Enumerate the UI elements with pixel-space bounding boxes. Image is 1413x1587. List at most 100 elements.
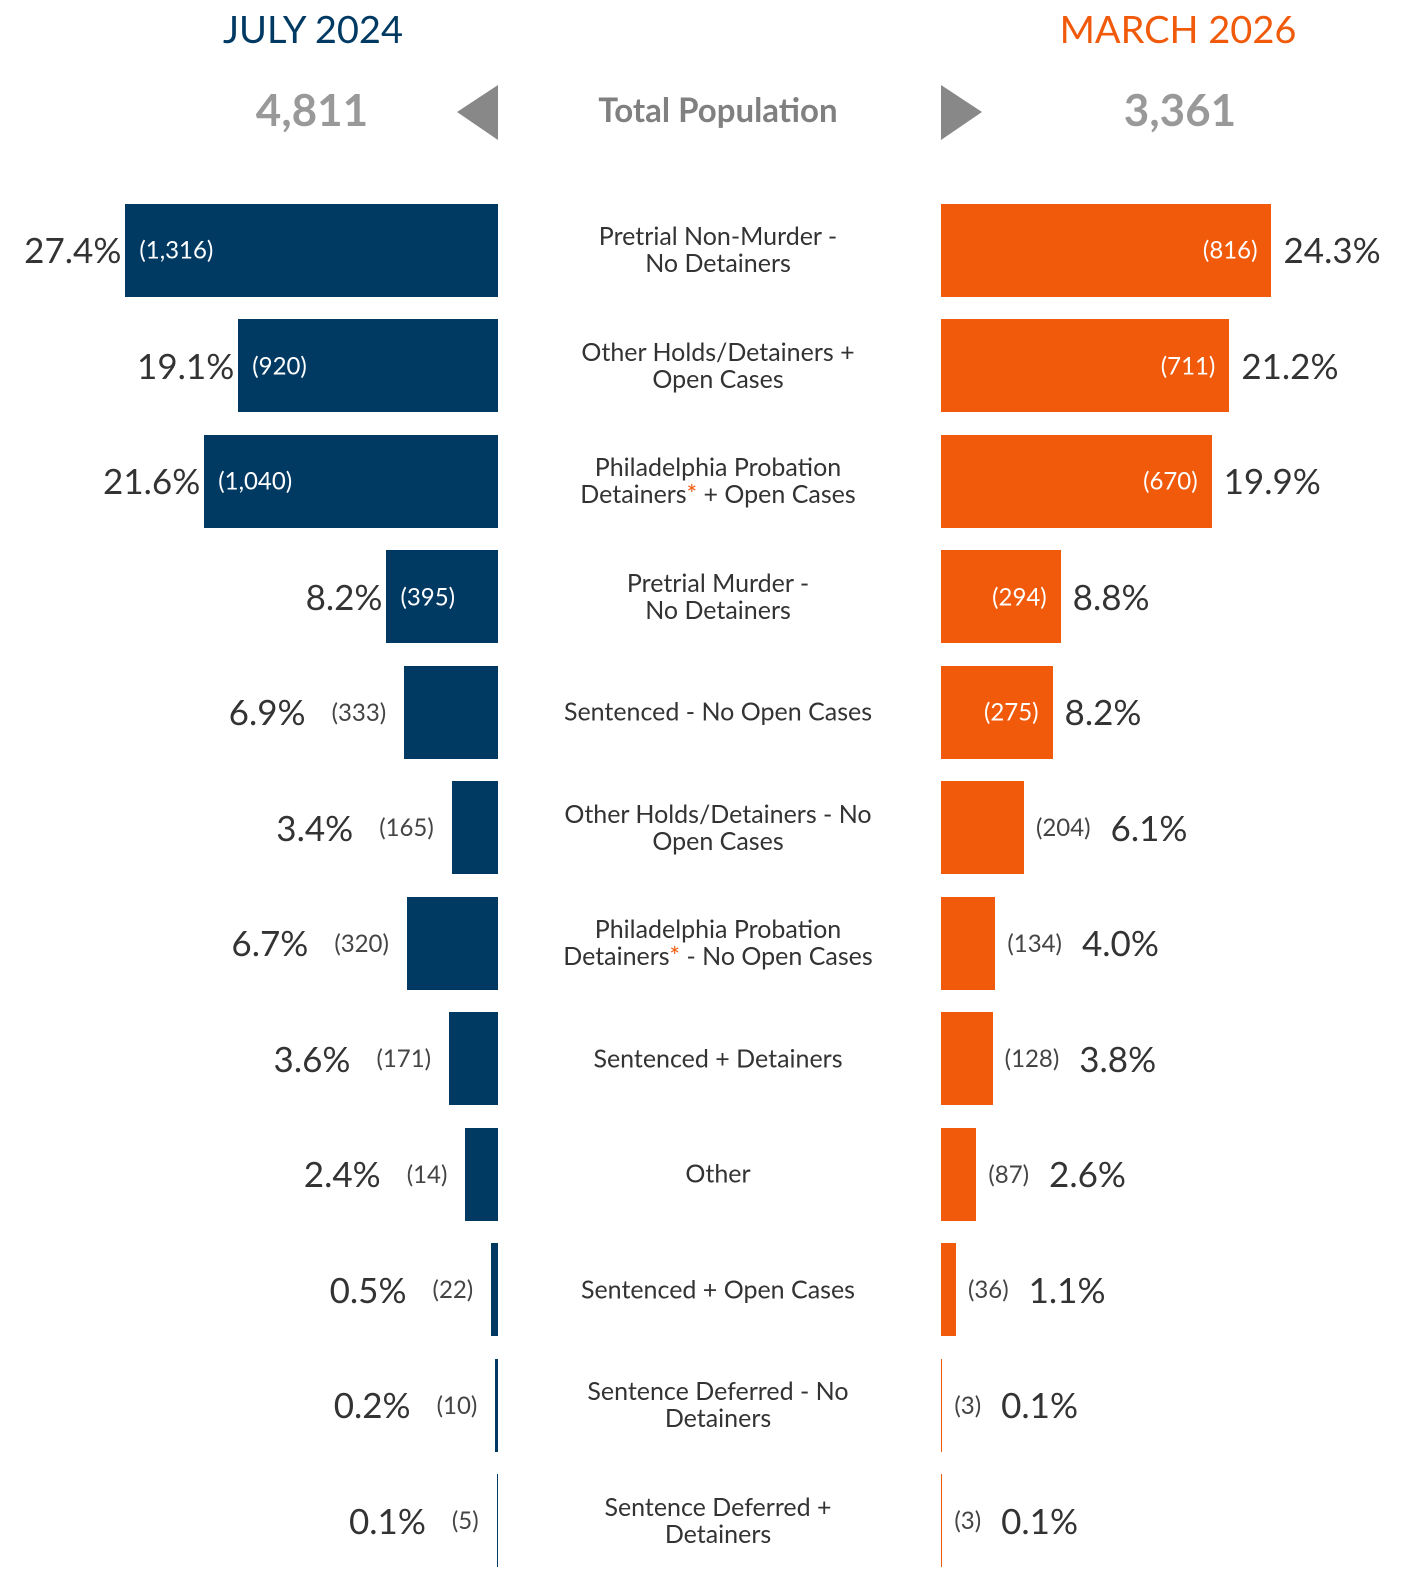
percent-label: 0.1% xyxy=(348,1499,426,1542)
category-label: Philadelphia Probation Detainers* + Open… xyxy=(580,452,856,509)
percent-label: 19.1% xyxy=(137,344,235,387)
percent-label: 0.5% xyxy=(329,1268,407,1311)
category-label: Other Holds/Detainers - No Open Cases xyxy=(564,798,872,856)
left-series-title: JULY 2024 xyxy=(222,6,404,52)
bar xyxy=(465,1127,498,1221)
count-label: (920) xyxy=(252,351,307,380)
label-group: 21.2% xyxy=(1241,345,1338,387)
category-label: Sentence Deferred + Detainers xyxy=(604,1491,832,1549)
bar xyxy=(941,1474,943,1567)
percent-label: 6.7% xyxy=(231,922,309,964)
category-label: Sentence Deferred - No Detainers xyxy=(587,1376,849,1433)
percent-label: 8.8% xyxy=(1072,575,1150,618)
count-label: (711) xyxy=(1160,351,1216,380)
count-label: (36) xyxy=(967,1275,1009,1304)
percent-label: 6.9% xyxy=(228,691,306,733)
percent-label: 6.1% xyxy=(1110,806,1188,849)
bar xyxy=(491,1243,498,1336)
label-group: 3.6% (171) xyxy=(274,1038,432,1080)
category-label: Sentenced + Detainers xyxy=(593,1043,843,1073)
count-label: (22) xyxy=(432,1275,474,1304)
label-group: (3) 0.1% xyxy=(954,1500,1078,1542)
count-label: (333) xyxy=(331,697,387,727)
label-group: 19.1% xyxy=(137,345,234,387)
count-label: (3) xyxy=(954,1390,982,1420)
label-group: (3) 0.1% xyxy=(954,1384,1078,1426)
label-group: 6.9% (333) xyxy=(229,691,387,733)
label-group: 19.9% xyxy=(1224,460,1321,502)
count-label: (165) xyxy=(379,813,434,842)
percent-label: 19.9% xyxy=(1223,460,1321,502)
label-group: 8.2% xyxy=(1065,691,1142,733)
label-group: 0.2% (10) xyxy=(334,1384,478,1426)
label-group: 27.4% xyxy=(24,229,121,271)
right-series-title: MARCH 2026 xyxy=(1059,6,1297,52)
percent-label: 4.0% xyxy=(1081,922,1159,964)
bar xyxy=(941,319,1230,412)
bar xyxy=(404,665,498,759)
center-title: Total Population xyxy=(598,90,838,130)
arrows xyxy=(457,85,982,140)
label-group: (128) 3.8% xyxy=(1005,1038,1157,1080)
count-label: (816) xyxy=(1202,235,1258,265)
bar xyxy=(941,1243,956,1336)
label-group: 24.3% xyxy=(1283,229,1380,271)
percent-label: 0.1% xyxy=(1001,1499,1079,1542)
label-group: 21.6% xyxy=(103,460,200,502)
label-group: (36) 1.1% xyxy=(968,1269,1106,1311)
label-group: (134) 4.0% xyxy=(1007,922,1159,964)
count-label: (1,316) xyxy=(139,235,214,265)
count-label: (294) xyxy=(992,582,1047,611)
bar xyxy=(449,1012,498,1105)
label-group: 0.5% (22) xyxy=(330,1269,474,1311)
count-label: (10) xyxy=(436,1390,478,1420)
count-label: (670) xyxy=(1143,466,1198,496)
bar xyxy=(941,1012,993,1105)
count-label: (128) xyxy=(1004,1044,1060,1073)
category-label: Other xyxy=(685,1158,751,1189)
count-label: (204) xyxy=(1035,813,1091,842)
bar xyxy=(941,896,996,990)
percent-label: 8.2% xyxy=(1064,691,1142,733)
count-label: (395) xyxy=(400,582,456,611)
category-label: Pretrial Non-Murder - No Detainers xyxy=(598,221,838,278)
count-label: (320) xyxy=(334,928,389,958)
label-group: (204) 6.1% xyxy=(1036,807,1188,849)
bar xyxy=(238,319,498,412)
label-group: 8.8% xyxy=(1073,576,1150,618)
left-total: 4,811 xyxy=(255,84,369,136)
category-label: Other Holds/Detainers + Open Cases xyxy=(581,336,855,394)
count-label: (134) xyxy=(1007,928,1062,958)
bar xyxy=(495,1358,498,1452)
percent-label: 3.6% xyxy=(273,1037,351,1080)
count-label: (87) xyxy=(988,1159,1030,1189)
right-total: 3,361 xyxy=(1123,84,1237,136)
percent-label: 2.4% xyxy=(303,1153,381,1195)
label-group: 3.4% (165) xyxy=(276,807,434,849)
percent-label: 27.4% xyxy=(24,229,122,271)
category-label: Sentenced - No Open Cases xyxy=(563,696,873,727)
category-label: Sentenced + Open Cases xyxy=(580,1274,856,1304)
bar xyxy=(941,1127,977,1221)
category-label: Philadelphia Probation Detainers* - No O… xyxy=(563,914,873,971)
percent-label: 0.2% xyxy=(333,1384,411,1426)
count-label: (3) xyxy=(954,1506,982,1535)
count-label: (14) xyxy=(406,1159,448,1189)
percent-label: 3.8% xyxy=(1079,1037,1157,1080)
percent-label: 0.1% xyxy=(1001,1384,1079,1426)
category-label: Pretrial Murder - No Detainers xyxy=(626,567,810,625)
left-arrow xyxy=(457,85,498,140)
bar xyxy=(125,203,498,297)
bar xyxy=(496,1474,498,1567)
count-label: (275) xyxy=(983,697,1039,727)
bar xyxy=(451,781,498,874)
percent-label: 24.3% xyxy=(1283,229,1381,271)
count-label: (1,040) xyxy=(218,466,293,496)
bar xyxy=(941,550,1061,643)
bar xyxy=(941,434,1212,528)
count-label: (5) xyxy=(451,1506,479,1535)
label-group: 6.7% (320) xyxy=(231,922,389,964)
label-group: 8.2% xyxy=(306,576,383,618)
percent-label: 1.1% xyxy=(1028,1268,1106,1311)
